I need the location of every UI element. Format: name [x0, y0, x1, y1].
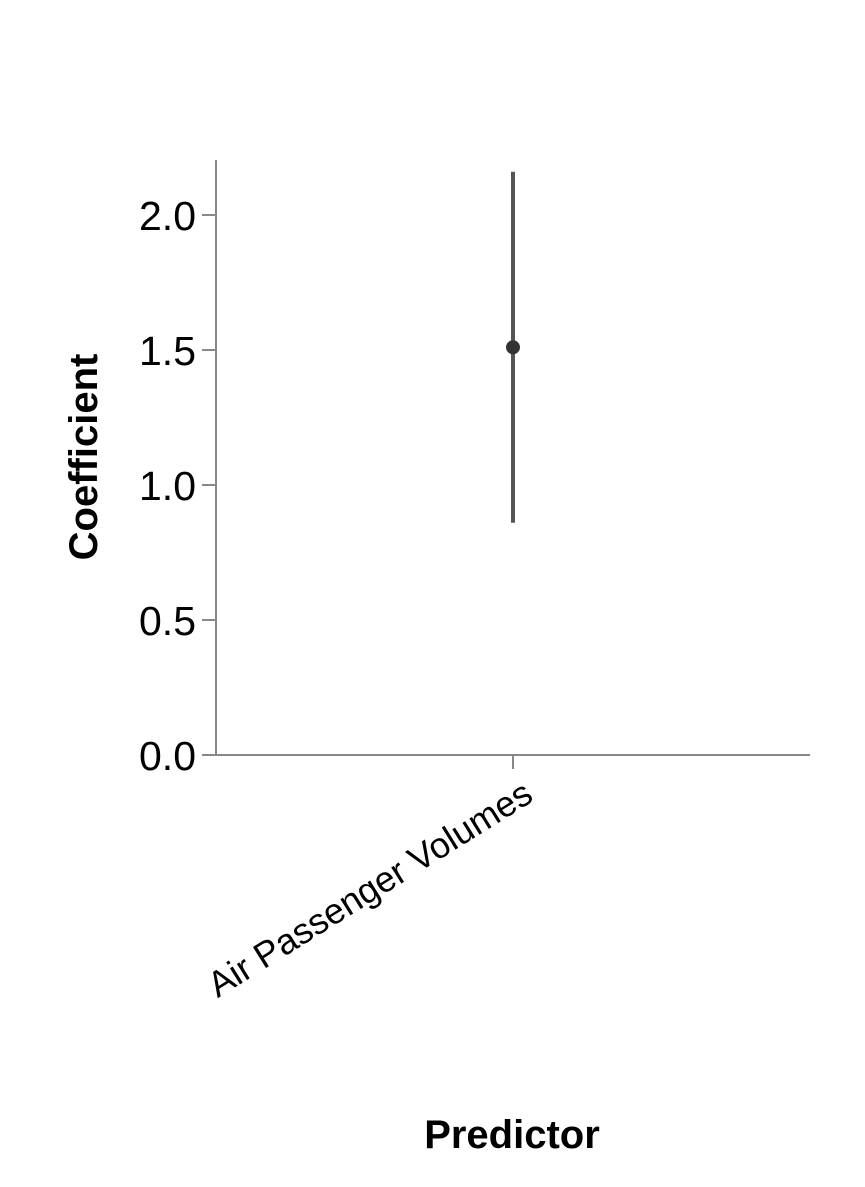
y-tick-label: 1.5: [139, 328, 196, 374]
y-tick-label: 0.5: [139, 598, 196, 644]
x-ticks: Air Passenger Volumes: [200, 755, 539, 1005]
y-tick-label: 1.0: [139, 463, 196, 509]
x-axis-title: Predictor: [424, 1113, 600, 1157]
y-axis-title: Coefficient: [62, 354, 106, 561]
y-tick-label: 0.0: [139, 733, 196, 779]
coefficient-point: [506, 340, 520, 355]
y-tick-label: 2.0: [139, 193, 196, 239]
chart-marks: [506, 171, 520, 523]
x-category-label: Air Passenger Volumes: [200, 772, 539, 1005]
y-ticks: 0.0 0.5 1.0 1.5 2.0: [139, 193, 216, 779]
